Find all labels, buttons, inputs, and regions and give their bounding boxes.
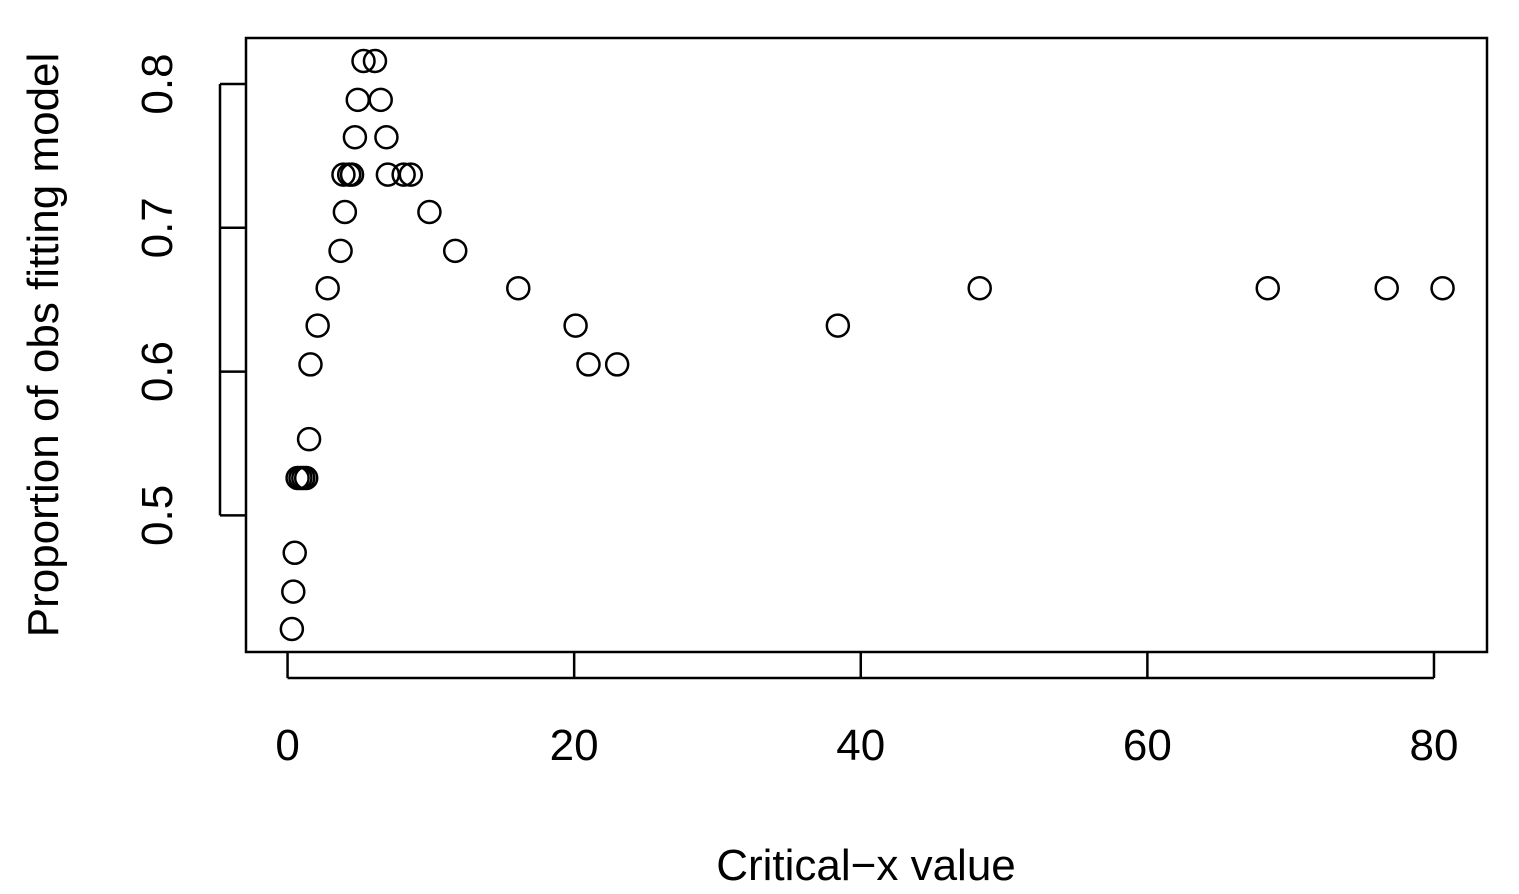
data-point	[442, 238, 468, 264]
data-point	[331, 162, 356, 187]
data-point	[398, 162, 424, 187]
x-tick-label: 20	[550, 721, 599, 770]
y-tick-label: 0.8	[133, 53, 182, 114]
data-point	[345, 87, 371, 113]
data-point	[342, 124, 368, 150]
data-point	[282, 540, 307, 566]
data-point	[604, 352, 630, 377]
data-point	[417, 199, 442, 225]
plot-frame	[244, 36, 1489, 654]
data-point	[391, 162, 416, 187]
data-point	[374, 124, 399, 150]
y-tick-label: 0.6	[133, 341, 182, 402]
data-point	[967, 275, 992, 301]
data-point	[351, 48, 376, 74]
data-point	[1374, 275, 1399, 301]
data-point	[339, 162, 365, 187]
data-point	[362, 48, 388, 74]
x-axis: 0 20 40 60 80	[275, 653, 1458, 770]
y-axis-title: Proportion of obs fitting model	[19, 53, 68, 638]
data-point	[293, 465, 319, 491]
x-tick-label: 80	[1410, 721, 1459, 770]
x-tick-label: 40	[836, 721, 885, 770]
data-point	[1430, 275, 1455, 301]
data-point	[1255, 275, 1280, 301]
y-axis: 0.5 0.6 0.7 0.8	[133, 53, 245, 546]
data-point	[332, 199, 358, 225]
data-point	[305, 313, 330, 338]
x-tick-label: 0	[275, 721, 299, 770]
data-point	[825, 313, 851, 338]
data-point	[296, 426, 322, 452]
data-point	[298, 352, 323, 377]
data-point	[328, 238, 353, 264]
data-point	[563, 313, 588, 338]
data-points	[279, 48, 1455, 642]
data-point	[506, 275, 531, 301]
data-point	[368, 87, 393, 113]
data-point	[576, 352, 601, 377]
data-point	[279, 616, 305, 642]
y-tick-label: 0.7	[133, 197, 182, 258]
x-tick-label: 60	[1123, 721, 1172, 770]
x-axis-title: Critical−x value	[716, 841, 1016, 890]
data-point	[281, 579, 306, 604]
data-point	[315, 275, 340, 301]
y-tick-label: 0.5	[133, 485, 182, 546]
